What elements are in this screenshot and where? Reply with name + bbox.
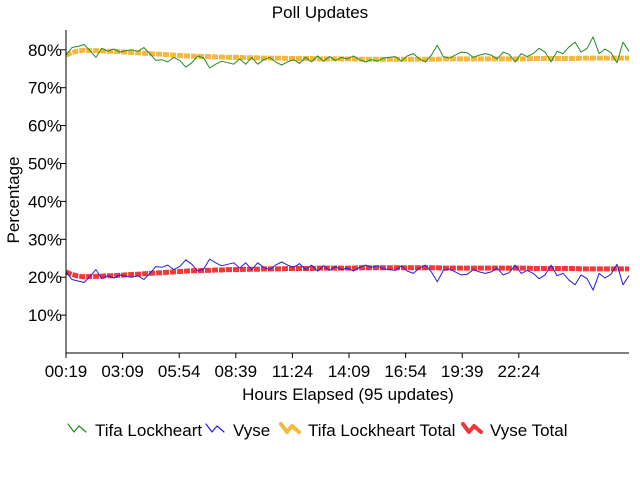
- y-tick-label: 60%: [28, 117, 62, 136]
- y-tick-label: 40%: [28, 192, 62, 211]
- y-tick-label: 10%: [28, 306, 62, 325]
- legend-swatch: [279, 422, 301, 434]
- legend-swatch: [67, 423, 87, 433]
- legend: Tifa Lockheart Vyse Tifa Lockheart Total Vy…: [67, 421, 568, 440]
- x-tick-label: 14:09: [328, 362, 371, 381]
- plot-lines: [65, 36, 630, 291]
- legend-label: Vyse: [233, 421, 270, 440]
- y-tick-label: 80%: [28, 41, 62, 60]
- y-tick-label: 20%: [28, 268, 62, 287]
- x-axis-label: Hours Elapsed (95 updates): [242, 385, 454, 404]
- series-line-0: [65, 36, 630, 69]
- y-axis-ticks: 10% 20% 30% 40% 50% 60% 70% 80%: [28, 41, 66, 325]
- chart-title: Poll Updates: [272, 3, 368, 22]
- legend-swatch: [205, 423, 225, 433]
- x-tick-label: 19:39: [441, 362, 484, 381]
- legend-label: Vyse Total: [490, 421, 568, 440]
- legend-label: Tifa Lockheart: [95, 421, 202, 440]
- y-tick-label: 50%: [28, 155, 62, 174]
- x-tick-label: 16:54: [384, 362, 427, 381]
- y-axis-label: Percentage: [4, 157, 23, 244]
- x-tick-label: 05:54: [158, 362, 201, 381]
- y-tick-label: 30%: [28, 230, 62, 249]
- x-tick-label: 00:19: [45, 362, 88, 381]
- x-tick-label: 22:24: [498, 362, 541, 381]
- x-tick-label: 03:09: [101, 362, 144, 381]
- legend-label: Tifa Lockheart Total: [308, 421, 455, 440]
- series-line-1: [65, 258, 630, 291]
- x-tick-label: 11:24: [272, 362, 313, 381]
- x-tick-label: 08:39: [215, 362, 258, 381]
- legend-swatch: [461, 422, 483, 434]
- y-tick-label: 70%: [28, 79, 62, 98]
- x-axis-ticks: 00:19 03:09 05:54 08:39 11:24 14:09 16:54 19:39…: [45, 353, 540, 381]
